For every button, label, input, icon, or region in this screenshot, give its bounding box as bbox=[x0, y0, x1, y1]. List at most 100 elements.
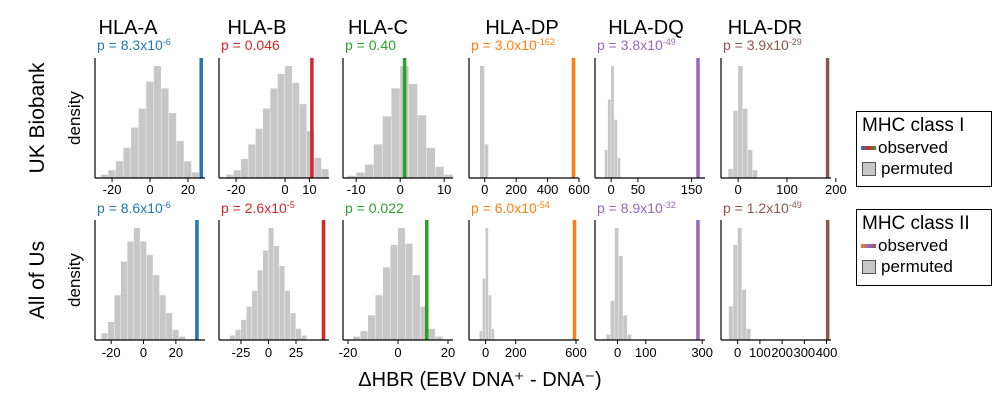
legend-permuted-label: permuted bbox=[881, 257, 953, 276]
x-tick-label: 300 bbox=[691, 345, 713, 360]
x-tick-label: 10 bbox=[437, 182, 451, 197]
x-tick-label: 0 bbox=[481, 182, 488, 197]
histogram-bar bbox=[623, 315, 628, 340]
x-tick-label: 100 bbox=[776, 182, 798, 197]
x-tick-label: 200 bbox=[825, 182, 847, 197]
x-tick-label: -20 bbox=[102, 345, 121, 360]
histogram-bar bbox=[627, 334, 632, 340]
histogram-bar bbox=[488, 295, 492, 340]
x-tick-label: 10 bbox=[302, 182, 316, 197]
x-tick-label: 20 bbox=[441, 345, 455, 360]
permuted-swatch bbox=[862, 161, 876, 176]
histogram-bar bbox=[606, 334, 611, 340]
histogram-bar bbox=[484, 144, 489, 178]
y-axis-label: density bbox=[65, 91, 84, 145]
histogram-bar bbox=[353, 336, 361, 340]
histogram-bar bbox=[480, 66, 485, 178]
histogram-bar bbox=[482, 278, 486, 340]
histogram-bar bbox=[420, 306, 428, 340]
x-tick-label: 100 bbox=[749, 345, 771, 360]
p-value-exponent: -32 bbox=[663, 200, 676, 210]
histogram-bar bbox=[738, 66, 743, 178]
histogram-bar bbox=[140, 241, 147, 340]
p-value-exponent: -5 bbox=[287, 200, 295, 210]
histogram-bar bbox=[435, 166, 444, 178]
histogram-bar bbox=[382, 116, 391, 178]
histogram-bar bbox=[728, 169, 733, 178]
histogram-bar bbox=[255, 128, 263, 178]
x-tick-label: 200 bbox=[505, 345, 527, 360]
column-header: HLA-DP bbox=[485, 17, 558, 39]
histogram-bar bbox=[246, 306, 252, 340]
histogram-bar bbox=[373, 144, 383, 178]
histogram-bar bbox=[263, 108, 270, 178]
histogram-bar bbox=[733, 110, 738, 178]
histogram-bar bbox=[285, 290, 291, 340]
p-value-label: p = 8.6x10-6 bbox=[97, 200, 171, 216]
histogram-bar bbox=[356, 172, 365, 178]
histogram-bar bbox=[299, 104, 307, 178]
p-value-exponent: -49 bbox=[789, 200, 802, 210]
x-tick-label: 200 bbox=[505, 182, 527, 197]
histogram-bar bbox=[752, 170, 758, 178]
histogram-bar bbox=[153, 275, 160, 340]
histogram-bar bbox=[428, 328, 436, 340]
histogram-bar bbox=[131, 127, 139, 178]
histogram-bar bbox=[146, 81, 154, 178]
histogram-bar bbox=[618, 256, 623, 340]
legend-title: MHC class II bbox=[862, 213, 970, 234]
column-header: HLA-A bbox=[99, 17, 159, 39]
histogram-bar bbox=[100, 174, 108, 178]
histogram-bar bbox=[368, 315, 376, 340]
p-value-base: p = 1.2x10 bbox=[723, 200, 789, 216]
p-value-base: p = 0.022 bbox=[345, 200, 404, 216]
histogram-bar bbox=[274, 245, 280, 340]
p-value-label: p = 8.3x10-6 bbox=[97, 37, 171, 53]
x-axis-label: ΔHBR (EBV DNA⁺ - DNA⁻) bbox=[358, 369, 601, 391]
x-tick-label: 0 bbox=[397, 182, 404, 197]
legend-permuted-row: permuted bbox=[857, 256, 991, 277]
histogram-bar bbox=[161, 88, 169, 178]
x-tick-label: 0 bbox=[394, 345, 401, 360]
histogram-bar bbox=[248, 144, 256, 178]
permuted-swatch bbox=[862, 259, 876, 274]
x-tick-label: -20 bbox=[227, 182, 246, 197]
histogram-bar bbox=[733, 244, 738, 340]
histogram-bar bbox=[184, 161, 192, 178]
legend-observed-label: observed bbox=[878, 138, 948, 157]
histogram-bar bbox=[257, 270, 263, 340]
histogram-bar bbox=[604, 150, 608, 178]
p-value-label: p = 2.6x10-5 bbox=[221, 200, 295, 216]
histogram-bar bbox=[138, 108, 146, 178]
p-value-label: p = 0.40 bbox=[345, 37, 396, 53]
histogram-bar bbox=[123, 147, 131, 178]
p-value-label: p = 3.8x10-49 bbox=[597, 37, 676, 53]
histogram-bar bbox=[292, 82, 300, 178]
histogram-bar bbox=[166, 313, 173, 340]
histogram-bar bbox=[120, 261, 127, 340]
legend-observed-row: observed bbox=[857, 235, 991, 256]
x-tick-label: -20 bbox=[339, 345, 358, 360]
p-value-label: p = 0.022 bbox=[345, 200, 404, 216]
row-label: UK Biobank bbox=[26, 62, 49, 173]
histogram-bar bbox=[611, 66, 614, 178]
x-tick-label: 20 bbox=[181, 182, 195, 197]
x-tick-label: 0 bbox=[614, 345, 621, 360]
y-axis-label: density bbox=[65, 253, 84, 307]
legend-title: MHC class I bbox=[862, 115, 965, 136]
x-tick-label: 0 bbox=[482, 345, 489, 360]
legend-class-2: MHC class II observed permuted bbox=[856, 209, 992, 286]
histogram-bar bbox=[742, 289, 747, 340]
x-tick-label: 0 bbox=[140, 345, 147, 360]
histogram-bar bbox=[296, 328, 302, 340]
histogram-bar bbox=[176, 141, 184, 178]
histogram-bar bbox=[426, 147, 435, 178]
x-tick-label: 300 bbox=[793, 345, 815, 360]
histogram-bar bbox=[413, 275, 421, 340]
histogram-bar bbox=[409, 83, 418, 178]
histogram-bar bbox=[263, 250, 269, 340]
x-tick-label: 20 bbox=[169, 345, 183, 360]
histogram-bar bbox=[728, 306, 733, 340]
p-value-base: p = 2.6x10 bbox=[221, 200, 287, 216]
p-value-label: p = 3.0x10-162 bbox=[471, 37, 555, 53]
